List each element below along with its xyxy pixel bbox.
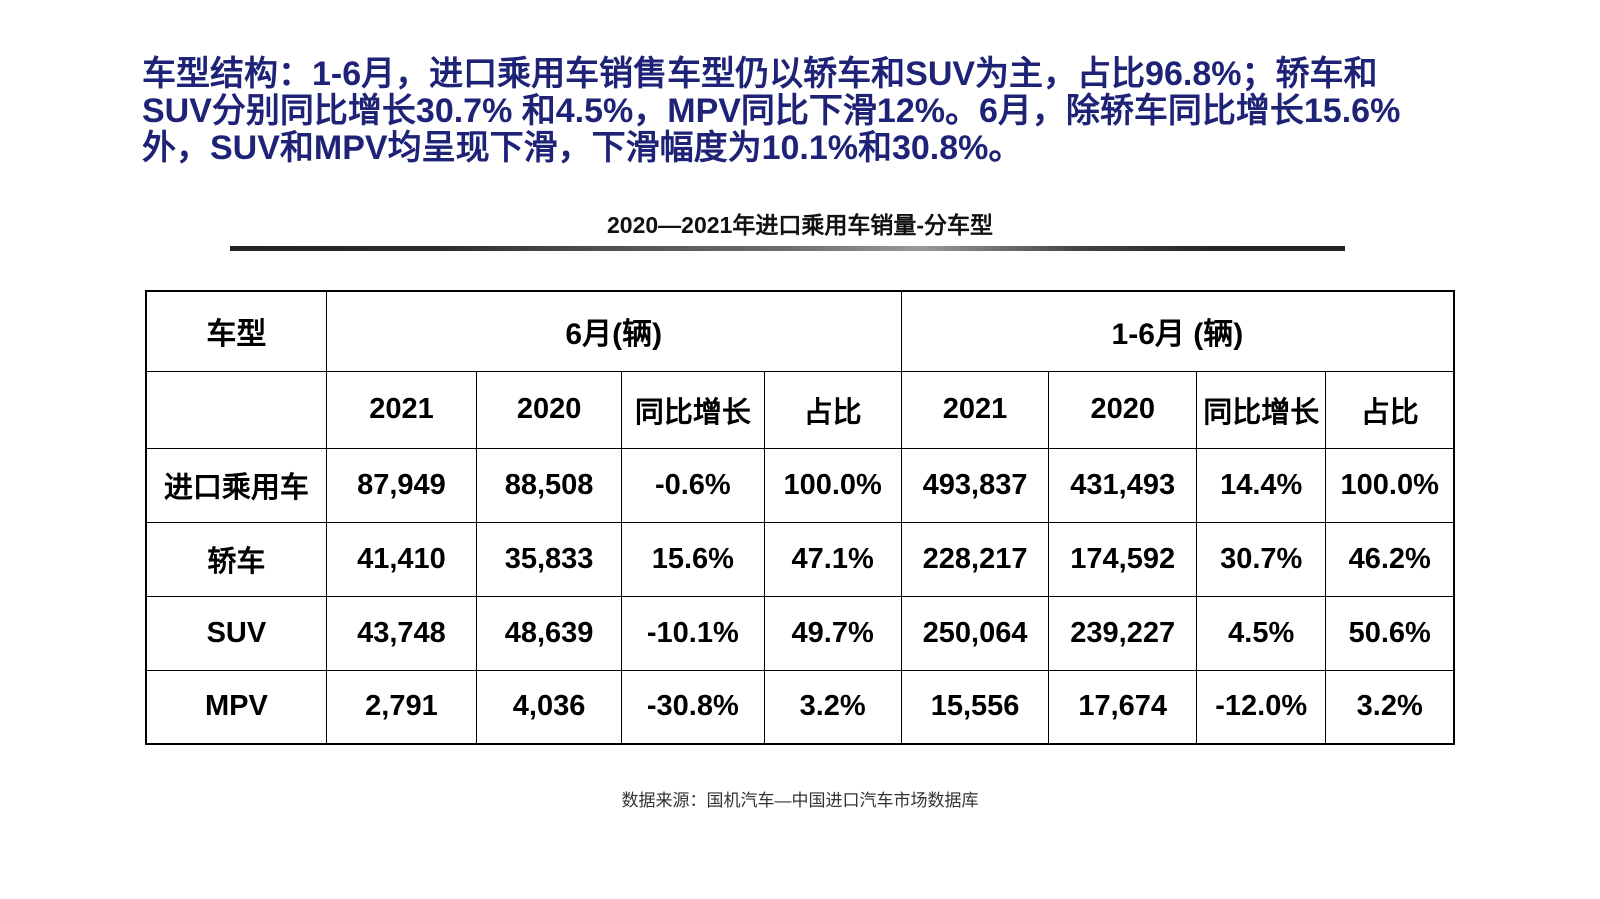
table-cell: 250,064 — [900, 595, 1050, 671]
row-label: MPV — [145, 669, 327, 745]
row-label: 进口乘用车 — [145, 447, 327, 523]
sub-header: 同比增长 — [621, 370, 765, 449]
title-divider — [230, 246, 1345, 251]
table-cell: 41,410 — [325, 521, 478, 597]
table-cell: 47.1% — [763, 521, 902, 597]
table-cell: 3.2% — [1325, 669, 1455, 745]
table-cell: 100.0% — [763, 447, 902, 523]
table-cell: 431,493 — [1048, 447, 1198, 523]
row-label: SUV — [145, 595, 327, 671]
vehicle-type-header: 车型 — [145, 290, 327, 372]
table-cell: 493,837 — [900, 447, 1050, 523]
table-row-sedan: 轿车 41,410 35,833 15.6% 47.1% 228,217 174… — [145, 521, 1455, 597]
sub-header: 2021 — [325, 370, 478, 449]
table-cell: 14.4% — [1196, 447, 1327, 523]
table-cell: 100.0% — [1325, 447, 1455, 523]
table-cell: -30.8% — [621, 669, 765, 745]
table-cell: -12.0% — [1196, 669, 1327, 745]
table-cell: 228,217 — [900, 521, 1050, 597]
table-cell: 2,791 — [325, 669, 478, 745]
table-group-header-row: 车型 6月(辆) 1-6月 (辆) — [145, 290, 1455, 372]
table-cell: 49.7% — [763, 595, 902, 671]
table-cell: 239,227 — [1048, 595, 1198, 671]
table-cell: -0.6% — [621, 447, 765, 523]
group-header-h1: 1-6月 (辆) — [900, 290, 1455, 372]
table-row-imported-pv: 进口乘用车 87,949 88,508 -0.6% 100.0% 493,837… — [145, 447, 1455, 523]
table-cell: 3.2% — [763, 669, 902, 745]
table-cell: 15.6% — [621, 521, 765, 597]
headline-line: 外，SUV和MPV均呈现下滑，下滑幅度为10.1%和30.8%。 — [142, 129, 1023, 167]
table-cell: 87,949 — [325, 447, 478, 523]
table-cell: 35,833 — [476, 521, 623, 597]
table-cell: 88,508 — [476, 447, 623, 523]
table-cell: -10.1% — [621, 595, 765, 671]
table-cell: 17,674 — [1048, 669, 1198, 745]
headline-line: 车型结构：1-6月，进口乘用车销售车型仍以轿车和SUV为主，占比96.8%；轿车… — [142, 55, 1378, 93]
table-cell: 43,748 — [325, 595, 478, 671]
sub-header: 2021 — [900, 370, 1050, 449]
table-cell: 4.5% — [1196, 595, 1327, 671]
table-row-suv: SUV 43,748 48,639 -10.1% 49.7% 250,064 2… — [145, 595, 1455, 671]
sub-header: 2020 — [1048, 370, 1198, 449]
table-sub-header-row: 2021 2020 同比增长 占比 2021 2020 同比增长 占比 — [145, 370, 1455, 449]
data-source-note: 数据来源：国机汽车—中国进口汽车市场数据库 — [621, 791, 979, 810]
table-row-mpv: MPV 2,791 4,036 -30.8% 3.2% 15,556 17,67… — [145, 669, 1455, 745]
sub-header: 2020 — [476, 370, 623, 449]
sales-table: 车型 6月(辆) 1-6月 (辆) 2021 2020 同比增长 占比 2021… — [145, 290, 1455, 745]
row-label: 轿车 — [145, 521, 327, 597]
sub-header: 占比 — [1325, 370, 1455, 449]
sub-header: 占比 — [763, 370, 902, 449]
table-cell: 48,639 — [476, 595, 623, 671]
table-cell: 30.7% — [1196, 521, 1327, 597]
table-cell: 174,592 — [1048, 521, 1198, 597]
sub-header: 同比增长 — [1196, 370, 1327, 449]
table-cell: 50.6% — [1325, 595, 1455, 671]
table-cell: 15,556 — [900, 669, 1050, 745]
table-cell: 4,036 — [476, 669, 623, 745]
headline: 车型结构：1-6月，进口乘用车销售车型仍以轿车和SUV为主，占比96.8%；轿车… — [142, 56, 1510, 167]
table-cell: 46.2% — [1325, 521, 1455, 597]
table-title: 2020—2021年进口乘用车销量-分车型 — [607, 212, 993, 238]
empty-header-cell — [145, 370, 327, 449]
group-header-june: 6月(辆) — [325, 290, 902, 372]
headline-line: SUV分别同比增长30.7% 和4.5%，MPV同比下滑12%。6月，除轿车同比… — [142, 92, 1401, 130]
